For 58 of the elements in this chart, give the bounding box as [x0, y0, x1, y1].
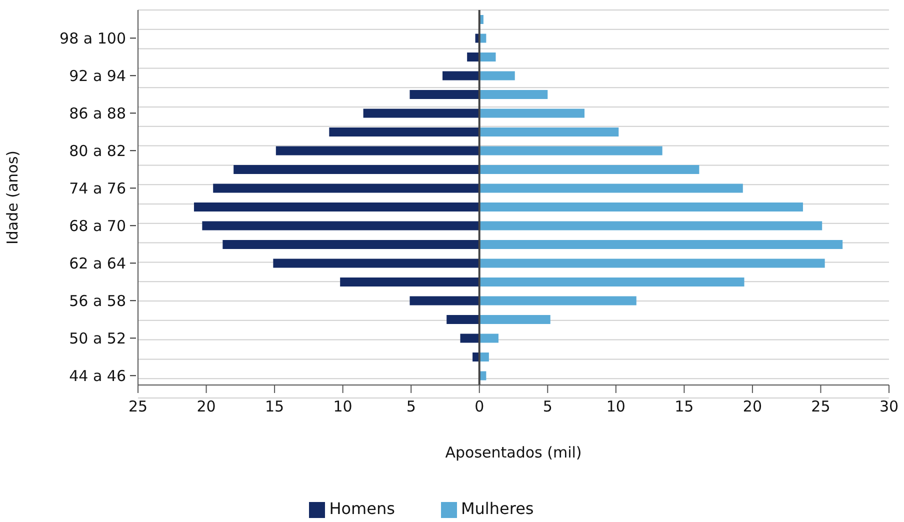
bar: [467, 52, 480, 62]
bar: [273, 258, 480, 268]
y-tick-label: 80 a 82: [69, 142, 126, 160]
x-tick-label: 20: [196, 398, 216, 416]
y-tick-label: 56 a 58: [69, 292, 126, 310]
y-tick-label: 98 a 100: [60, 29, 126, 48]
bar: [479, 165, 700, 174]
bar: [479, 221, 822, 230]
x-tick-label: 30: [879, 398, 899, 416]
bar: [276, 146, 480, 156]
bar: [234, 165, 480, 174]
x-tick-label: 5: [542, 398, 552, 416]
x-axis-title: Aposentados (mil): [445, 444, 582, 462]
bar: [329, 128, 480, 136]
bar: [479, 90, 548, 99]
x-tick-label: 0: [474, 398, 484, 416]
legend-label: Homens: [329, 499, 395, 518]
bar: [479, 278, 744, 286]
y-tick-label: 86 a 88: [69, 104, 126, 122]
bar: [479, 146, 662, 156]
bar: [479, 128, 619, 136]
bar: [479, 296, 636, 306]
x-tick-label: 25: [811, 398, 830, 416]
y-tick-label: 62 a 64: [69, 254, 126, 272]
x-tick-label: 10: [333, 398, 352, 416]
bar: [479, 315, 550, 324]
x-tick-label: 5: [406, 398, 416, 416]
bar: [340, 278, 480, 286]
bar: [410, 90, 480, 99]
bar: [479, 108, 585, 118]
x-tick-label: 20: [742, 398, 762, 416]
y-tick-label: 44 a 46: [69, 366, 126, 385]
bar: [194, 202, 480, 212]
y-tick-label: 92 a 94: [69, 66, 126, 85]
x-tick-label: 25: [128, 398, 148, 416]
bar: [479, 258, 825, 268]
bar: [479, 202, 803, 212]
y-tick-label: 74 a 76: [69, 179, 126, 198]
bar: [442, 71, 480, 80]
bar: [213, 184, 480, 193]
bar: [202, 221, 480, 230]
bar: [479, 334, 498, 343]
x-tick-label: 15: [265, 398, 284, 416]
bar: [446, 315, 480, 324]
bar: [410, 296, 480, 306]
bar: [460, 334, 480, 343]
bar: [479, 52, 496, 62]
y-tick-label: 50 a 52: [69, 329, 126, 348]
bar: [479, 240, 843, 249]
y-tick-label: 68 a 70: [69, 216, 126, 235]
x-tick-label: 15: [674, 398, 694, 416]
bar: [222, 240, 480, 249]
bar: [479, 184, 743, 193]
x-tick-label: 10: [606, 398, 626, 416]
bar: [479, 71, 515, 80]
legend-label: Mulheres: [460, 499, 534, 518]
bar: [363, 108, 480, 118]
y-axis-title: Idade (anos): [3, 150, 22, 245]
